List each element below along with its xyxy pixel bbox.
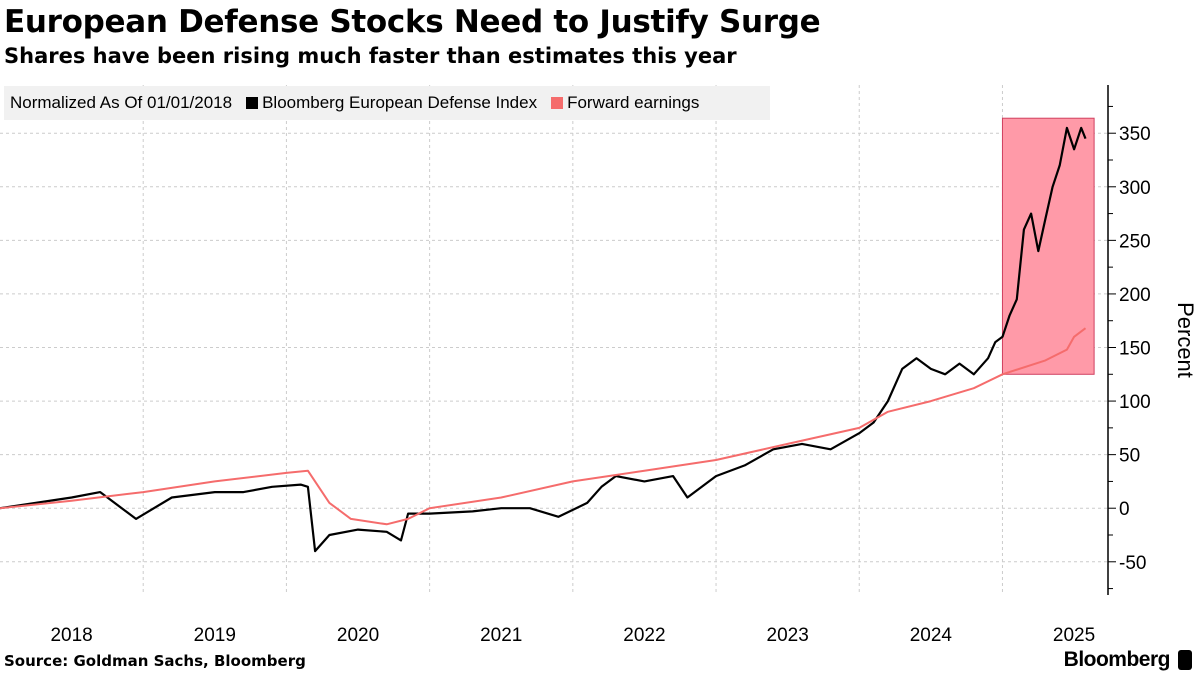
- legend-note: Normalized As Of 01/01/2018: [10, 93, 233, 112]
- x-tick-label: 2019: [194, 625, 236, 646]
- x-tick-label: 2020: [337, 625, 379, 646]
- y-axis-label: Percent: [1173, 302, 1198, 378]
- x-tick-label: 2018: [50, 625, 92, 646]
- source-note: Source: Goldman Sachs, Bloomberg: [4, 652, 306, 670]
- y-tick-label: 300: [1119, 178, 1151, 199]
- series-index-line: [0, 126, 1087, 553]
- series-earnings-line: [0, 327, 1087, 526]
- legend-swatch-earnings: [551, 97, 564, 109]
- legend-swatch-index: [246, 97, 259, 109]
- y-tick-label: 150: [1119, 339, 1151, 360]
- chart-title: European Defense Stocks Need to Justify …: [4, 4, 821, 40]
- legend: Normalized As Of 01/01/2018 Bloomberg Eu…: [4, 86, 770, 120]
- chart-subtitle: Shares have been rising much faster than…: [4, 44, 737, 68]
- y-tick-label: 100: [1119, 392, 1151, 413]
- y-tick-label: 350: [1119, 124, 1151, 145]
- bloomberg-terminal-icon: [1178, 650, 1192, 670]
- legend-label-earnings: Forward earnings: [567, 93, 700, 112]
- x-tick-label: 2025: [1053, 625, 1095, 646]
- y-tick-label: 200: [1119, 285, 1151, 306]
- x-tick-label: 2024: [910, 625, 953, 646]
- x-tick-label: 2023: [767, 625, 809, 646]
- y-tick-label: 50: [1119, 446, 1140, 467]
- x-tick-label: 2022: [623, 625, 665, 646]
- y-tick-label: -50: [1119, 553, 1146, 574]
- y-tick-label: 0: [1119, 499, 1130, 520]
- bloomberg-logo: Bloomberg: [1064, 648, 1192, 672]
- y-tick-label: 250: [1119, 231, 1151, 252]
- highlight-box: [1001, 117, 1095, 375]
- legend-label-index: Bloomberg European Defense Index: [262, 93, 538, 112]
- x-tick-label: 2021: [480, 625, 522, 646]
